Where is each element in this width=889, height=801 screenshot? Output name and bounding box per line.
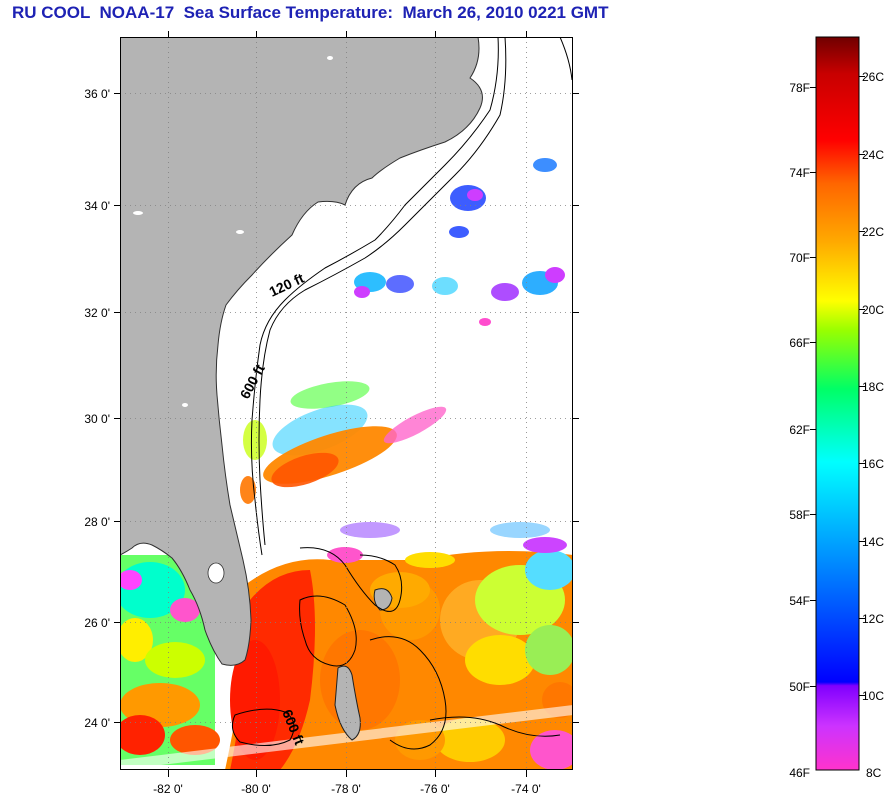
fahrenheit-labels: 78F 74F 70F 66F 62F 58F 54F 50F 46F bbox=[789, 81, 810, 780]
celsius-label: 16C bbox=[862, 457, 884, 471]
lon-label: -78 0' bbox=[331, 782, 361, 796]
map-grid bbox=[120, 37, 573, 770]
celsius-label: 8C bbox=[866, 766, 882, 780]
fahrenheit-label: 54F bbox=[789, 594, 810, 608]
lat-label: 30 0' bbox=[84, 412, 110, 426]
celsius-label: 10C bbox=[862, 689, 884, 703]
latitude-labels: 36 0' 34 0' 32 0' 30 0' 28 0' 26 0' 24 0… bbox=[84, 87, 110, 730]
fahrenheit-label: 58F bbox=[789, 508, 810, 522]
lat-label: 32 0' bbox=[84, 306, 110, 320]
bathymetry-contours bbox=[231, 37, 573, 750]
sst-data-layer bbox=[120, 158, 573, 770]
lake-okeechobee bbox=[207, 562, 225, 584]
celsius-labels: 26C 24C 22C 20C 18C 16C 14C 12C 10C 8C bbox=[862, 70, 884, 780]
land-mass bbox=[120, 37, 483, 666]
map-frame bbox=[120, 37, 573, 770]
lon-label: -74 0' bbox=[511, 782, 541, 796]
lon-label: -76 0' bbox=[420, 782, 450, 796]
colorbar: 78F 74F 70F 66F 62F 58F 54F 50F 46F 26C … bbox=[789, 36, 884, 780]
fahrenheit-label: 78F bbox=[789, 81, 810, 95]
celsius-label: 20C bbox=[862, 303, 884, 317]
fahrenheit-label: 74F bbox=[789, 166, 810, 180]
celsius-label: 26C bbox=[862, 70, 884, 84]
lat-label: 34 0' bbox=[84, 199, 110, 213]
colorbar-ticks bbox=[810, 76, 865, 696]
lat-label: 26 0' bbox=[84, 616, 110, 630]
celsius-label: 14C bbox=[862, 535, 884, 549]
lon-label: -82 0' bbox=[153, 782, 183, 796]
fahrenheit-label: 46F bbox=[789, 766, 810, 780]
axis-ticks bbox=[114, 31, 579, 777]
bahamas-land bbox=[334, 665, 361, 741]
lon-label: -80 0' bbox=[241, 782, 271, 796]
colorbar-gradient bbox=[815, 36, 860, 771]
map-title: RU COOL NOAA-17 Sea Surface Temperature:… bbox=[12, 3, 609, 22]
fahrenheit-label: 66F bbox=[789, 336, 810, 350]
lat-label: 28 0' bbox=[84, 515, 110, 529]
fahrenheit-label: 70F bbox=[789, 251, 810, 265]
celsius-label: 24C bbox=[862, 148, 884, 162]
celsius-label: 22C bbox=[862, 225, 884, 239]
fahrenheit-label: 50F bbox=[789, 680, 810, 694]
celsius-label: 18C bbox=[862, 380, 884, 394]
fahrenheit-label: 62F bbox=[789, 423, 810, 437]
lat-label: 24 0' bbox=[84, 716, 110, 730]
celsius-label: 12C bbox=[862, 612, 884, 626]
longitude-labels: -82 0' -80 0' -78 0' -76 0' -74 0' bbox=[153, 782, 541, 796]
map-panel: 120 ft 600 ft 600 ft bbox=[120, 37, 573, 770]
lat-label: 36 0' bbox=[84, 87, 110, 101]
